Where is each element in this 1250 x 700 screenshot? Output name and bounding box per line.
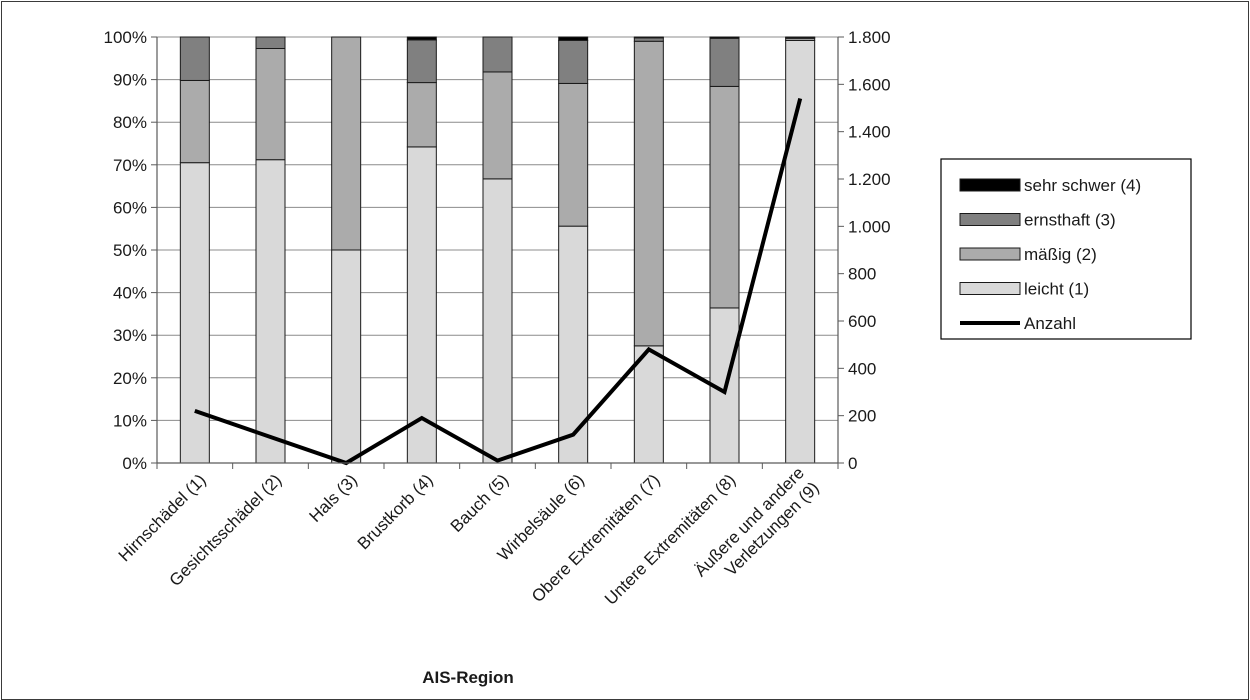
- bar-segment: [709, 36, 740, 39]
- right-tick-label: 400: [848, 359, 876, 378]
- bar-segment: [179, 79, 210, 164]
- legend: sehr schwer (4) ernsthaft (3) mäßig (2) lei…: [940, 158, 1192, 340]
- bar-segment: [331, 249, 362, 464]
- bar-segment: [709, 85, 740, 309]
- category-label: Obere Extremitäten (7): [528, 470, 664, 606]
- bar-segment: [482, 36, 513, 73]
- bar-segment: [633, 37, 664, 42]
- legend-label: sehr schwer (4): [1024, 176, 1141, 195]
- left-tick-label: 100%: [104, 28, 147, 47]
- bar-segment: [558, 36, 589, 41]
- legend-item: ernsthaft (3): [959, 211, 1116, 230]
- bar-segment: [709, 37, 740, 87]
- bars: [179, 36, 816, 464]
- bar-segment: [255, 159, 286, 464]
- bar-stack: [709, 36, 740, 464]
- right-tick-label: 800: [848, 265, 876, 284]
- left-tick-label: 70%: [113, 156, 147, 175]
- left-tick-label: 30%: [113, 326, 147, 345]
- bar-segment: [558, 82, 589, 227]
- left-tick-label: 20%: [113, 369, 147, 388]
- right-tick-label: 0: [848, 454, 857, 473]
- legend-swatch: [959, 178, 1021, 192]
- bar-segment: [406, 146, 437, 464]
- legend-swatch: [959, 213, 1021, 226]
- legend-swatch: [959, 247, 1021, 261]
- bar-stack: [482, 36, 513, 464]
- bar-segment: [406, 82, 437, 148]
- left-tick-label: 80%: [113, 113, 147, 132]
- legend-label: ernsthaft (3): [1024, 211, 1116, 230]
- legend-swatch: [959, 282, 1021, 295]
- bar-segment: [255, 36, 286, 50]
- legend-label: Anzahl: [1024, 314, 1076, 333]
- legend-item: sehr schwer (4): [959, 176, 1141, 195]
- left-tick-label: 40%: [113, 284, 147, 303]
- right-axis-ticks: 0 200 400 600 800 1.000 1.200 1.400 1.600 1.800: [838, 28, 891, 473]
- bar-segment: [633, 36, 664, 39]
- left-tick-label: 50%: [113, 241, 147, 260]
- legend-label: leicht (1): [1024, 280, 1089, 299]
- bar-segment: [558, 225, 589, 464]
- legend-label: mäßig (2): [1024, 245, 1097, 264]
- left-axis-ticks: 0% 10% 20% 30% 40% 50% 60% 70% 80% 90% 100%: [104, 28, 157, 473]
- right-tick-label: 1.000: [848, 217, 891, 236]
- bar-stack: [558, 36, 589, 464]
- right-tick-label: 1.600: [848, 75, 891, 94]
- legend-item: leicht (1): [959, 280, 1089, 299]
- right-tick-label: 1.800: [848, 28, 891, 47]
- right-tick-label: 200: [848, 407, 876, 426]
- bar-stack: [331, 36, 362, 464]
- left-tick-label: 0%: [122, 454, 147, 473]
- bar-segment: [331, 36, 362, 251]
- x-axis-title: AIS-Region: [422, 668, 514, 687]
- bar-stack: [255, 36, 286, 464]
- bar-stack: [406, 36, 437, 464]
- bar-segment: [255, 48, 286, 161]
- left-tick-label: 10%: [113, 411, 147, 430]
- legend-item: mäßig (2): [959, 245, 1097, 264]
- left-tick-label: 60%: [113, 198, 147, 217]
- bar-segment: [179, 36, 210, 81]
- bar-stack: [179, 36, 210, 464]
- bar-segment: [558, 39, 589, 84]
- category-label: Brustkorb (4): [354, 470, 437, 553]
- category-label: Äußere und andereVerletzungen (9): [691, 463, 823, 595]
- category-labels: Hirnschädel (1)Gesichtsschädel (2) Hals (…: [115, 463, 823, 608]
- bar-stack: [633, 36, 664, 464]
- bar-segment: [179, 162, 210, 464]
- bar-segment: [482, 71, 513, 180]
- right-tick-label: 1.200: [848, 170, 891, 189]
- bar-segment: [406, 39, 437, 84]
- bar-segment: [633, 40, 664, 347]
- right-tick-label: 600: [848, 312, 876, 331]
- bar-segment: [406, 36, 437, 41]
- category-label: Bauch (5): [447, 470, 513, 536]
- right-tick-label: 1.400: [848, 123, 891, 142]
- category-label: Hals (3): [305, 470, 361, 526]
- legend-item: Anzahl: [960, 314, 1076, 333]
- left-tick-label: 90%: [113, 71, 147, 90]
- bar-segment: [482, 178, 513, 464]
